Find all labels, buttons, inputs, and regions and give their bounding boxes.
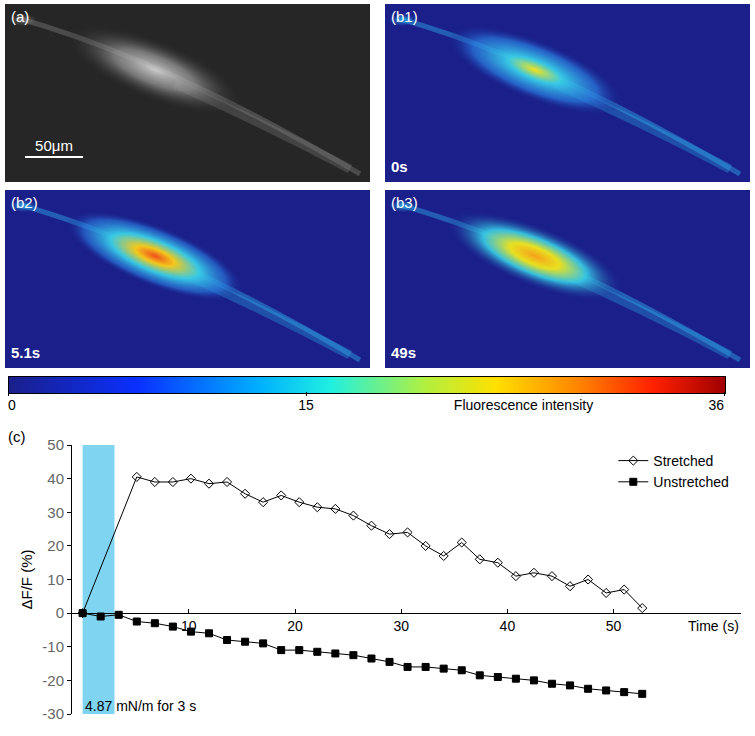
html-text:(a): (a) xyxy=(11,8,30,25)
svg-text:Stretched: Stretched xyxy=(653,453,713,469)
svg-text:50: 50 xyxy=(606,618,622,634)
html-text:(b1): (b1) xyxy=(391,8,418,25)
svg-text:-30: -30 xyxy=(42,705,64,722)
svg-text:-10: -10 xyxy=(42,638,64,655)
html-text:0s: 0s xyxy=(391,158,408,175)
html-text:50μm: 50μm xyxy=(35,137,73,154)
svg-text:Time (s): Time (s) xyxy=(688,618,739,634)
svg-text:10: 10 xyxy=(181,618,197,634)
html-text:(b2): (b2) xyxy=(11,194,38,211)
html-text:0: 0 xyxy=(8,397,16,413)
html-text:5.1s: 5.1s xyxy=(11,344,41,361)
svg-text:-20: -20 xyxy=(42,672,64,689)
html-text:49s: 49s xyxy=(391,344,416,361)
html-text:36: 36 xyxy=(708,397,724,413)
svg-text:50: 50 xyxy=(47,436,64,453)
svg-text:30: 30 xyxy=(393,618,409,634)
svg-text:10: 10 xyxy=(47,571,64,588)
svg-text:40: 40 xyxy=(47,470,64,487)
html-text:(b3): (b3) xyxy=(391,194,418,211)
svg-text:0: 0 xyxy=(56,604,64,621)
svg-text:20: 20 xyxy=(287,618,303,634)
html-text:(c): (c) xyxy=(8,428,26,445)
svg-text:Unstretched: Unstretched xyxy=(653,474,728,490)
html-text:Fluorescence intensity: Fluorescence intensity xyxy=(453,397,594,413)
svg-text:ΔF/F (%): ΔF/F (%) xyxy=(18,549,35,609)
svg-text:40: 40 xyxy=(500,618,516,634)
svg-text:4.87 mN/m for 3 s: 4.87 mN/m for 3 s xyxy=(85,698,196,714)
html-text:15: 15 xyxy=(298,397,314,413)
svg-text:20: 20 xyxy=(47,537,64,554)
svg-text:30: 30 xyxy=(47,504,64,521)
